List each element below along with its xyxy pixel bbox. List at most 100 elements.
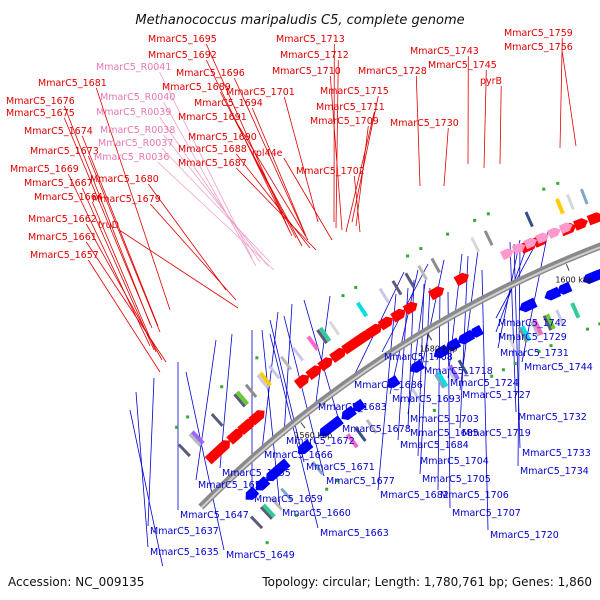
forward-gene-label[interactable]: MmarC5_1679	[92, 194, 161, 205]
reverse-gene-label[interactable]: MmarC5_1682	[380, 490, 449, 501]
forward-gene-label[interactable]: MmarC5_1661	[28, 232, 97, 243]
reverse-gene-label[interactable]: MmarC5_1734	[520, 466, 589, 477]
forward-gene-label[interactable]: MmarC5_1728	[358, 66, 427, 77]
annotation-band	[445, 366, 457, 382]
reverse-gene-label[interactable]: MmarC5_1666	[264, 450, 333, 461]
annotation-band	[580, 188, 589, 205]
reverse-gene-label[interactable]: MmarC5_1637	[150, 526, 219, 537]
forward-gene-label[interactable]: MmarC5_1675	[6, 108, 75, 119]
reverse-gene-label[interactable]: MmarC5_1724	[450, 378, 519, 389]
reverse-gene-label[interactable]: MmarC5_1708	[384, 352, 453, 363]
forward-gene-label[interactable]: MmarC5_1709	[310, 116, 379, 127]
forward-gene-label[interactable]: MmarC5_1689	[162, 82, 231, 93]
rna-gene-label[interactable]: MmarC5_R0037	[98, 138, 173, 149]
forward-gene-label[interactable]: MmarC5_1692	[148, 50, 217, 61]
reverse-gene-label[interactable]: MmarC5_1718	[424, 366, 493, 377]
rna-gene-label[interactable]: MmarC5_R0041	[96, 62, 171, 73]
forward-gene-feature	[226, 428, 243, 445]
forward-gene-label[interactable]: MmarC5_1715	[320, 86, 389, 97]
forward-gene-label[interactable]: MmarC5_1695	[148, 34, 217, 45]
reverse-gene-label[interactable]: MmarC5_1693	[392, 394, 461, 405]
reverse-gene-label[interactable]: MmarC5_1663	[320, 528, 389, 539]
reverse-gene-label[interactable]: MmarC5_1684	[400, 440, 469, 451]
reverse-gene-label[interactable]: MmarC5_1672	[286, 436, 355, 447]
label-connector-lines	[63, 37, 577, 583]
rna-gene-label[interactable]: MmarC5_R0039	[96, 107, 171, 118]
forward-gene-label[interactable]: MmarC5_1730	[390, 118, 459, 129]
forward-gene-label[interactable]: MmarC5_1680	[90, 174, 159, 185]
reverse-gene-label[interactable]: MmarC5_1678	[342, 424, 411, 435]
forward-gene-label[interactable]: truD	[98, 220, 119, 231]
reverse-gene-label[interactable]: MmarC5_1647	[180, 510, 249, 521]
forward-gene-label[interactable]: MmarC5_1674	[24, 126, 93, 137]
scale-label: 1560 kbp	[294, 431, 332, 440]
reverse-gene-label[interactable]: MmarC5_1649	[226, 550, 295, 561]
reverse-gene-label[interactable]: MmarC5_1720	[490, 530, 559, 541]
forward-gene-label[interactable]: MmarC5_1688	[178, 144, 247, 155]
reverse-gene-label[interactable]: MmarC5_1703	[410, 414, 479, 425]
reverse-gene-label[interactable]: MmarC5_1732	[518, 412, 587, 423]
reverse-gene-feature	[544, 286, 562, 301]
forward-gene-label[interactable]: MmarC5_1662	[28, 214, 97, 225]
forward-gene-label[interactable]: MmarC5_1743	[410, 46, 479, 57]
forward-gene-label[interactable]: rpl44e	[252, 148, 283, 159]
forward-gene-label[interactable]: MmarC5_1691	[178, 112, 247, 123]
reverse-gene-label[interactable]: MmarC5_1733	[522, 448, 591, 459]
label-connector	[261, 329, 281, 509]
reverse-gene-label[interactable]: MmarC5_1671	[306, 462, 375, 473]
forward-gene-label[interactable]: MmarC5_1701	[226, 87, 295, 98]
forward-gene-label[interactable]: MmarC5_1712	[280, 50, 349, 61]
reverse-gene-label[interactable]: MmarC5_1742	[498, 318, 567, 329]
forward-gene-label[interactable]: MmarC5_1759	[504, 28, 573, 39]
forward-gene-label[interactable]: MmarC5_1745	[428, 60, 497, 71]
reverse-gene-label[interactable]: MmarC5_1683	[318, 402, 387, 413]
forward-gene-label[interactable]: MmarC5_1687	[178, 158, 247, 169]
reverse-gene-label[interactable]: MmarC5_1744	[524, 362, 593, 373]
label-connector	[236, 167, 317, 251]
forward-gene-label[interactable]: MmarC5_1713	[276, 34, 345, 45]
reverse-gene-label[interactable]: MmarC5_1731	[500, 348, 569, 359]
genome-summary-text: Topology: circular; Length: 1,780,761 bp…	[261, 575, 592, 589]
forward-gene-feature	[248, 410, 265, 426]
reverse-gene-label[interactable]: MmarC5_1660	[282, 508, 351, 519]
reverse-gene-label[interactable]: MmarC5_1685	[410, 428, 479, 439]
reverse-gene-label[interactable]: MmarC5_1659	[254, 494, 323, 505]
forward-gene-label[interactable]: MmarC5_1702	[296, 166, 365, 177]
rna-gene-label[interactable]: MmarC5_R0036	[94, 152, 169, 163]
forward-gene-label[interactable]: MmarC5_1681	[38, 78, 107, 89]
reverse-gene-label[interactable]: MmarC5_1704	[420, 456, 489, 467]
forward-gene-label[interactable]: MmarC5_1694	[194, 98, 263, 109]
backbone-highlight	[200, 246, 600, 509]
forward-gene-label[interactable]: MmarC5_1664	[34, 192, 103, 203]
reverse-gene-label[interactable]: MmarC5_1727	[462, 390, 531, 401]
reverse-gene-label[interactable]: MmarC5_1655	[222, 468, 291, 479]
marker-dot	[419, 247, 423, 251]
forward-gene-label[interactable]: MmarC5_1710	[272, 66, 341, 77]
rna-gene-label[interactable]: MmarC5_R0040	[100, 92, 175, 103]
reverse-gene-label[interactable]: MmarC5_1719	[462, 428, 531, 439]
reverse-gene-label[interactable]: MmarC5_1686	[354, 380, 423, 391]
forward-gene-label[interactable]: MmarC5_1711	[316, 102, 385, 113]
forward-gene-label[interactable]: MmarC5_1669	[10, 164, 79, 175]
annotation-band	[280, 355, 293, 371]
reverse-gene-label[interactable]: MmarC5_1677	[326, 476, 395, 487]
reverse-gene-label[interactable]: MmarC5_1707	[452, 508, 521, 519]
forward-gene-label[interactable]: MmarC5_1676	[6, 96, 75, 107]
reverse-gene-label[interactable]: MmarC5_1705	[422, 474, 491, 485]
rna-gene-label[interactable]: MmarC5_R0038	[100, 125, 175, 136]
forward-gene-label[interactable]: MmarC5_1657	[30, 250, 99, 261]
reverse-gene-label[interactable]: MmarC5_1653	[198, 480, 267, 491]
label-connector	[499, 85, 502, 165]
annotation-band	[532, 319, 544, 336]
forward-gene-label[interactable]: MmarC5_1690	[188, 132, 257, 143]
forward-gene-label[interactable]: MmarC5_1667	[24, 178, 93, 189]
label-connector	[315, 295, 331, 403]
reverse-gene-label[interactable]: MmarC5_1706	[440, 490, 509, 501]
reverse-gene-feature	[445, 337, 462, 352]
forward-gene-label[interactable]: pyrB	[480, 76, 502, 87]
forward-gene-label[interactable]: MmarC5_1673	[30, 146, 99, 157]
reverse-gene-label[interactable]: MmarC5_1635	[150, 547, 219, 558]
forward-gene-label[interactable]: MmarC5_1696	[176, 68, 245, 79]
reverse-gene-label[interactable]: MmarC5_1729	[498, 332, 567, 343]
forward-gene-label[interactable]: MmarC5_1756	[504, 42, 573, 53]
